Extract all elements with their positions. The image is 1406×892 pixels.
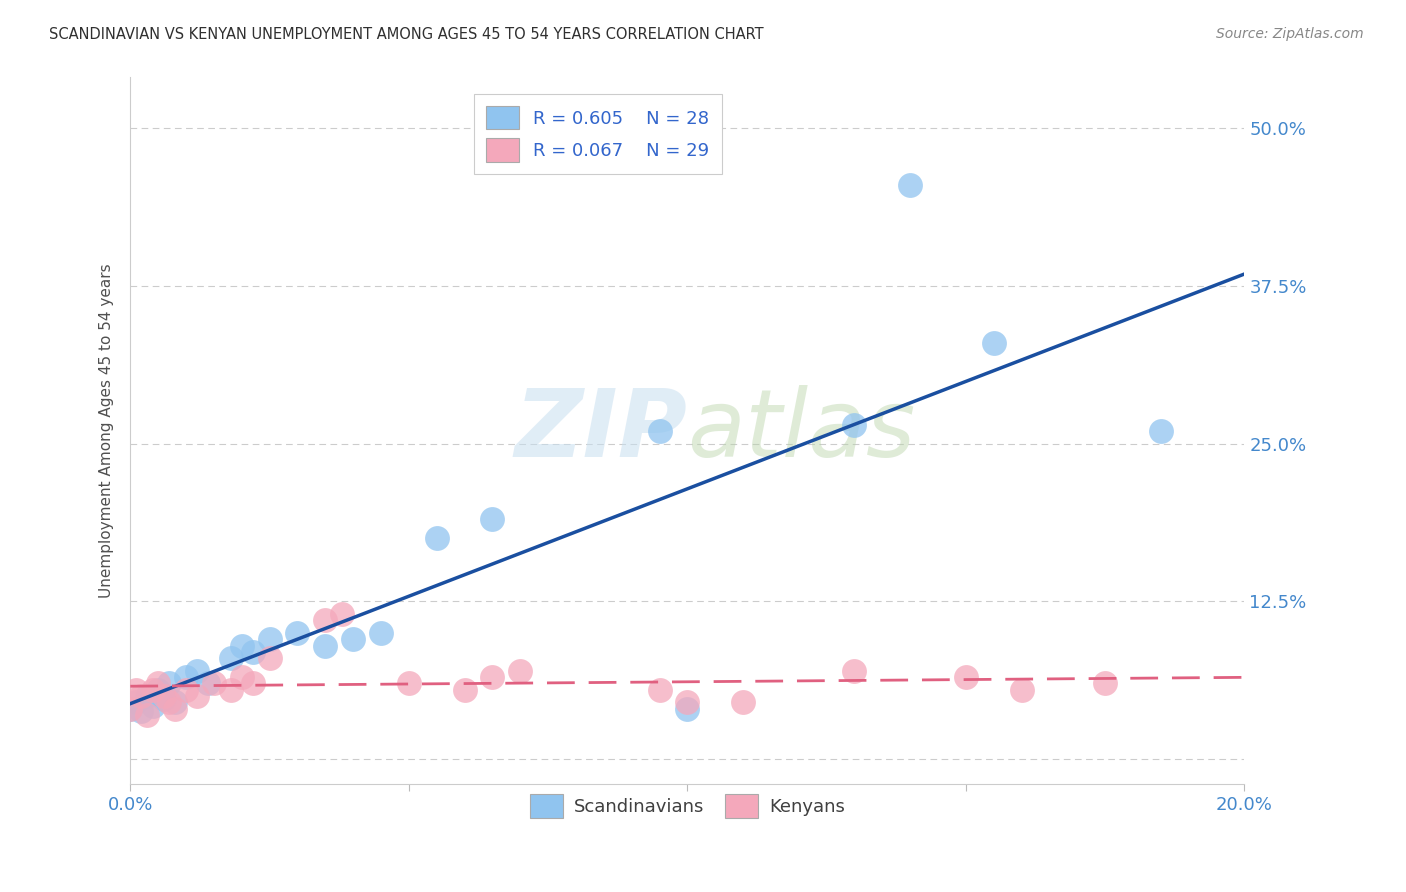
- Point: [120, 701, 142, 715]
- Point: [219, 651, 242, 665]
- Point: [983, 335, 1005, 350]
- Point: [898, 178, 921, 192]
- Point: [142, 699, 165, 714]
- Point: [152, 691, 174, 706]
- Point: [131, 704, 153, 718]
- Point: [142, 682, 165, 697]
- Text: ZIP: ZIP: [515, 385, 688, 477]
- Point: [676, 701, 699, 715]
- Point: [287, 626, 309, 640]
- Point: [136, 708, 159, 723]
- Point: [219, 682, 242, 697]
- Point: [481, 670, 503, 684]
- Point: [844, 664, 866, 678]
- Point: [163, 701, 186, 715]
- Point: [197, 676, 219, 690]
- Point: [242, 645, 264, 659]
- Point: [314, 613, 336, 627]
- Point: [157, 695, 180, 709]
- Point: [148, 682, 170, 697]
- Point: [453, 682, 475, 697]
- Point: [163, 695, 186, 709]
- Point: [1011, 682, 1033, 697]
- Point: [120, 701, 142, 715]
- Point: [426, 531, 449, 545]
- Point: [648, 424, 671, 438]
- Point: [259, 651, 281, 665]
- Point: [186, 664, 208, 678]
- Point: [131, 689, 153, 703]
- Point: [370, 626, 392, 640]
- Point: [398, 676, 420, 690]
- Point: [648, 682, 671, 697]
- Point: [186, 689, 208, 703]
- Point: [174, 682, 197, 697]
- Point: [733, 695, 755, 709]
- Point: [676, 695, 699, 709]
- Point: [174, 670, 197, 684]
- Point: [844, 417, 866, 432]
- Point: [481, 512, 503, 526]
- Point: [202, 676, 225, 690]
- Point: [509, 664, 531, 678]
- Text: SCANDINAVIAN VS KENYAN UNEMPLOYMENT AMONG AGES 45 TO 54 YEARS CORRELATION CHART: SCANDINAVIAN VS KENYAN UNEMPLOYMENT AMON…: [49, 27, 763, 42]
- Point: [955, 670, 977, 684]
- Point: [330, 607, 353, 621]
- Text: atlas: atlas: [688, 385, 915, 476]
- Point: [125, 682, 148, 697]
- Point: [342, 632, 364, 647]
- Point: [157, 676, 180, 690]
- Point: [136, 689, 159, 703]
- Point: [152, 689, 174, 703]
- Point: [231, 639, 253, 653]
- Point: [1094, 676, 1116, 690]
- Point: [125, 695, 148, 709]
- Text: Source: ZipAtlas.com: Source: ZipAtlas.com: [1216, 27, 1364, 41]
- Point: [259, 632, 281, 647]
- Point: [231, 670, 253, 684]
- Point: [1150, 424, 1173, 438]
- Y-axis label: Unemployment Among Ages 45 to 54 years: Unemployment Among Ages 45 to 54 years: [100, 264, 114, 599]
- Point: [314, 639, 336, 653]
- Point: [242, 676, 264, 690]
- Point: [148, 676, 170, 690]
- Legend: Scandinavians, Kenyans: Scandinavians, Kenyans: [523, 788, 852, 825]
